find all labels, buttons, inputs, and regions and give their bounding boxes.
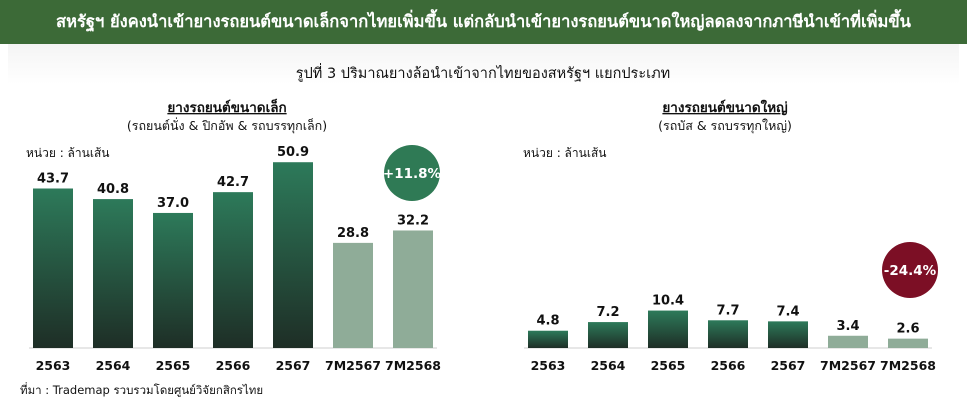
chart-small-title: ยางรถยนต์ขนาดเล็ก [167,98,286,116]
value-label: 3.4 [836,319,859,334]
bar [588,322,628,348]
bar [333,242,373,348]
change-badge-label: +11.8% [383,166,442,182]
category-label: 7M2568 [385,358,441,373]
change-badge [882,242,938,298]
bar [273,162,313,348]
change-badge-label: -24.4% [884,263,937,279]
bar [708,320,748,348]
value-label: 28.8 [337,226,369,241]
chart-small-unit: หน่วย : ล้านเส้น [26,146,109,160]
chart-large-plot: 4.8 2563 7.2 2564 10.4 2565 7.7 2566 7.4 2567 3.4 7… [524,242,938,373]
category-label: 2564 [96,358,131,373]
category-label: 2563 [531,358,566,373]
value-label: 4.8 [536,314,559,329]
category-label: 2565 [651,358,686,373]
header-banner: สหรัฐฯ ยังคงนำเข้ายางรถยนต์ขนาดเล็กจากไท… [0,0,967,44]
bar [213,192,253,348]
value-label: 10.4 [652,294,684,309]
bar [393,230,433,348]
category-label: 2565 [156,358,191,373]
value-label: 32.2 [397,213,429,228]
bar [648,310,688,348]
category-label: 2564 [591,358,626,373]
category-label: 2566 [216,358,251,373]
category-label: 7M2567 [325,358,381,373]
category-label: 2567 [276,358,311,373]
change-badge [384,145,440,201]
bar [33,188,73,348]
category-label: 2567 [771,358,806,373]
bar [768,321,808,348]
value-label: 43.7 [37,171,69,186]
chart-large-title: ยางรถยนต์ขนาดใหญ่ [662,99,787,116]
value-label: 50.9 [277,145,309,160]
bar [153,212,193,348]
chart-small-plot: 43.7 2563 40.8 2564 37.0 2565 42.7 2566 50.9 2567… [29,145,442,373]
category-label: 7M2568 [880,358,936,373]
value-label: 37.0 [157,196,189,211]
bar [93,199,133,348]
value-label: 7.4 [776,304,799,319]
category-label: 2566 [711,358,746,373]
category-label: 7M2567 [820,358,876,373]
chart-large-subtitle: (รถบัส & รถบรรทุกใหญ่) [658,118,792,134]
chart-large-unit: หน่วย : ล้านเส้น [523,146,606,160]
bar [528,330,568,348]
value-label: 7.7 [716,303,739,318]
category-label: 2563 [36,358,71,373]
bar [828,335,868,348]
value-label: 7.2 [596,305,619,320]
chart-small-subtitle: (รถยนต์นั่ง & ปิกอัพ & รถบรรทุกเล็ก) [127,117,327,134]
value-label: 40.8 [97,182,129,197]
source-note: ที่มา : Trademap รวบรวมโดยศูนย์วิจัยกสิก… [20,382,263,397]
value-label: 2.6 [896,322,919,337]
value-label: 42.7 [217,175,249,190]
bar [888,338,928,348]
figure-title: รูปที่ 3 ปริมาณยางล้อนำเข้าจากไทยของสหรั… [296,63,670,82]
